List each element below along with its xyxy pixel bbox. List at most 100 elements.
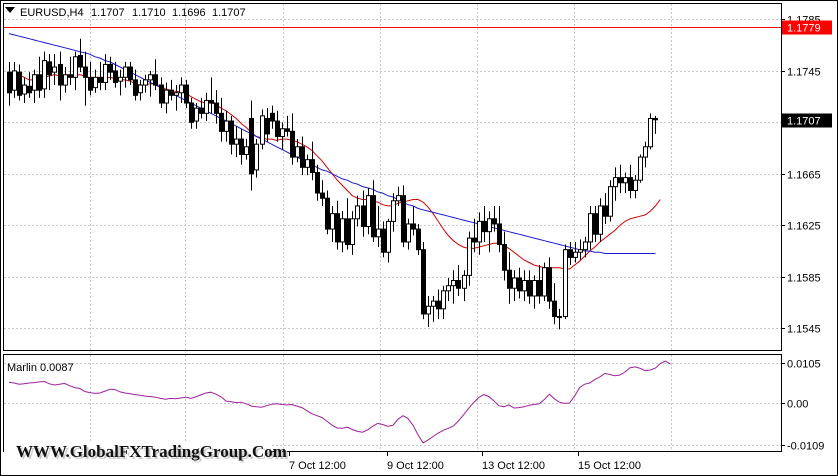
candle-body-bearish bbox=[209, 99, 214, 104]
candle-body-bullish bbox=[512, 277, 517, 289]
candle-body-bullish bbox=[522, 280, 527, 292]
candle-body-bullish bbox=[477, 220, 482, 243]
candle bbox=[179, 77, 184, 104]
candle-body-bullish bbox=[563, 249, 568, 318]
candle-body-bullish bbox=[638, 156, 643, 181]
candle bbox=[653, 115, 658, 134]
collapse-triangle-icon[interactable] bbox=[5, 7, 15, 13]
candle bbox=[371, 180, 376, 242]
candle-body-bullish bbox=[123, 66, 128, 78]
indicator-tick-label: 0.0105 bbox=[787, 359, 821, 371]
candle bbox=[472, 218, 477, 253]
candle bbox=[623, 172, 628, 194]
candle-body-bearish bbox=[401, 195, 406, 243]
price-tick-label: 1.1665 bbox=[787, 170, 821, 182]
candle-body-bullish bbox=[431, 300, 436, 307]
candle-body-bearish bbox=[502, 244, 507, 271]
price-tick-label: 1.1545 bbox=[787, 324, 821, 336]
time-tick-label: 13 Oct 12:00 bbox=[482, 460, 545, 472]
candle-body-bearish bbox=[482, 220, 487, 233]
candle bbox=[345, 198, 350, 250]
candle-body-bullish bbox=[578, 249, 583, 253]
candle-body-bearish bbox=[133, 79, 138, 96]
candle bbox=[315, 164, 320, 201]
candle bbox=[643, 141, 648, 168]
candle bbox=[593, 205, 598, 242]
candle-body-bearish bbox=[199, 107, 204, 114]
candle-body-bearish bbox=[315, 171, 320, 194]
candle-body-bullish bbox=[350, 218, 355, 246]
candle bbox=[467, 231, 472, 286]
candle-body-bearish bbox=[68, 74, 73, 78]
candle-body-bearish bbox=[239, 138, 244, 155]
candle bbox=[552, 283, 557, 325]
candle-body-bullish bbox=[613, 177, 618, 188]
candle bbox=[174, 85, 179, 111]
candle bbox=[290, 113, 295, 165]
candle-body-bearish bbox=[456, 280, 461, 289]
candle bbox=[446, 277, 451, 302]
candle-body-bearish bbox=[153, 74, 158, 86]
candle bbox=[355, 195, 360, 227]
main-grid bbox=[4, 4, 781, 350]
candle-body-bearish bbox=[411, 223, 416, 230]
candle-body-bullish bbox=[451, 280, 456, 287]
candle bbox=[47, 54, 52, 91]
candle bbox=[73, 51, 78, 91]
candle bbox=[260, 109, 265, 150]
candle-body-bullish bbox=[280, 128, 285, 137]
candle bbox=[492, 205, 497, 232]
candle bbox=[219, 97, 224, 142]
candle-body-bearish bbox=[265, 117, 270, 135]
candle bbox=[557, 308, 562, 330]
candle-body-bullish bbox=[32, 74, 37, 91]
candle bbox=[275, 110, 280, 142]
main-pane[interactable]: 1.17851.17451.17051.16651.16251.15851.15… bbox=[3, 3, 833, 351]
candle-body-bearish bbox=[88, 76, 93, 91]
candle bbox=[376, 205, 381, 248]
candle-body-bearish bbox=[381, 228, 386, 253]
candle-body-bearish bbox=[83, 66, 88, 78]
candle bbox=[618, 164, 623, 194]
candle-body-bearish bbox=[78, 54, 83, 68]
candle bbox=[340, 211, 345, 253]
candle-body-bullish bbox=[573, 251, 578, 258]
candle-body-bearish bbox=[27, 85, 32, 94]
candle-body-bullish bbox=[224, 120, 229, 132]
candle bbox=[12, 61, 17, 98]
candle-body-bearish bbox=[184, 84, 189, 104]
candle bbox=[598, 198, 603, 242]
candle bbox=[58, 51, 63, 101]
candle bbox=[603, 193, 608, 224]
candle-body-bearish bbox=[552, 300, 557, 318]
candle bbox=[199, 97, 204, 119]
indicator-pane[interactable]: 0.0105 0.00 -0.0109 Marlin 0.0087 bbox=[3, 354, 825, 453]
candle-body-bearish bbox=[497, 223, 502, 246]
candle-body-bullish bbox=[366, 195, 371, 228]
candle-body-bearish bbox=[537, 280, 542, 297]
candle bbox=[184, 79, 189, 109]
candle bbox=[93, 69, 98, 93]
candle bbox=[68, 56, 73, 86]
candle bbox=[431, 295, 436, 322]
candle-body-bullish bbox=[330, 213, 335, 230]
candle-body-bearish bbox=[345, 218, 350, 246]
candle bbox=[578, 239, 583, 260]
candle-body-bearish bbox=[325, 197, 330, 230]
candle-body-bullish bbox=[164, 89, 169, 104]
candle-body-bullish bbox=[391, 200, 396, 222]
candle bbox=[648, 113, 653, 150]
candle-body-bearish bbox=[507, 269, 512, 289]
candle-body-bullish bbox=[305, 159, 310, 168]
candle bbox=[27, 72, 32, 98]
candle bbox=[148, 70, 153, 97]
candle bbox=[169, 79, 174, 101]
candle-body-bullish bbox=[557, 316, 562, 319]
candle bbox=[547, 257, 552, 309]
candle-body-bearish bbox=[618, 177, 623, 184]
candle-body-bearish bbox=[113, 70, 118, 83]
candle bbox=[52, 54, 57, 86]
candle bbox=[537, 265, 542, 304]
candle-body-bullish bbox=[254, 143, 259, 171]
